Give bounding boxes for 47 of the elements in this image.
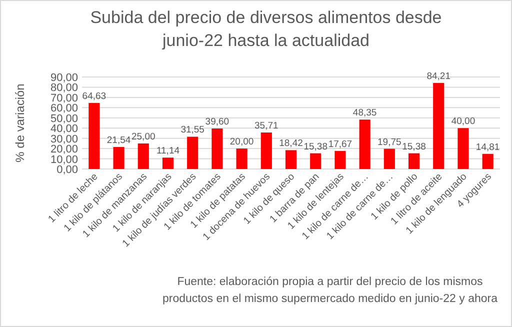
data-label: 18,42 — [279, 138, 303, 150]
y-tick-label: 40,00 — [50, 123, 78, 136]
bar — [187, 136, 198, 169]
y-tick-label: 70,00 — [50, 92, 78, 104]
bar — [310, 153, 322, 169]
bar — [458, 128, 469, 169]
y-tick-label: 80,00 — [50, 82, 78, 94]
bar — [334, 150, 346, 169]
bar — [482, 154, 494, 169]
data-label: 11,14 — [156, 146, 180, 157]
data-label: 21,54 — [106, 134, 131, 146]
y-tick-label: 0,00 — [56, 164, 78, 176]
bar — [408, 153, 420, 169]
bar — [285, 150, 297, 169]
y-tick-label: 20,00 — [50, 144, 78, 156]
data-label: 25,00 — [131, 131, 156, 142]
y-tick-label: 90,00 — [50, 72, 78, 84]
bar — [162, 158, 174, 169]
source-note: Fuente: elaboración propia a partir del precio de los mismos productos en el mismo supermercado medido en junio-22 y ahora — [162, 276, 498, 305]
y-tick-label: 10,00 — [50, 154, 78, 166]
bar — [212, 128, 223, 169]
bar — [113, 146, 124, 169]
data-label: 35,71 — [254, 120, 278, 132]
bar — [433, 82, 444, 169]
y-tick-label: 60,00 — [50, 102, 78, 115]
bar — [384, 148, 395, 169]
data-label: 20,00 — [230, 136, 254, 148]
data-label: 40,00 — [451, 116, 476, 128]
data-label: 15,38 — [402, 141, 426, 152]
bar — [236, 148, 248, 169]
data-label: 39,60 — [205, 116, 230, 128]
bar — [138, 143, 149, 169]
data-label: 48,35 — [352, 108, 377, 119]
data-label: 19,75 — [378, 136, 402, 148]
data-label: 17,67 — [328, 138, 352, 150]
bar — [260, 132, 272, 169]
data-label: 31,55 — [180, 124, 204, 136]
bar — [359, 120, 370, 169]
data-label: 84,21 — [426, 70, 451, 82]
y-axis-title: % de variación — [13, 84, 27, 162]
chart-title: Subida del precio de diversos alimentos desde junio-22 hasta la actualidad — [90, 8, 442, 50]
data-label: 15,38 — [304, 141, 328, 152]
y-tick-label: 30,00 — [50, 133, 78, 146]
data-label: 64,63 — [82, 90, 106, 102]
y-tick-label: 50,00 — [50, 112, 78, 125]
data-label: 14,81 — [476, 142, 500, 153]
bar — [88, 102, 100, 169]
